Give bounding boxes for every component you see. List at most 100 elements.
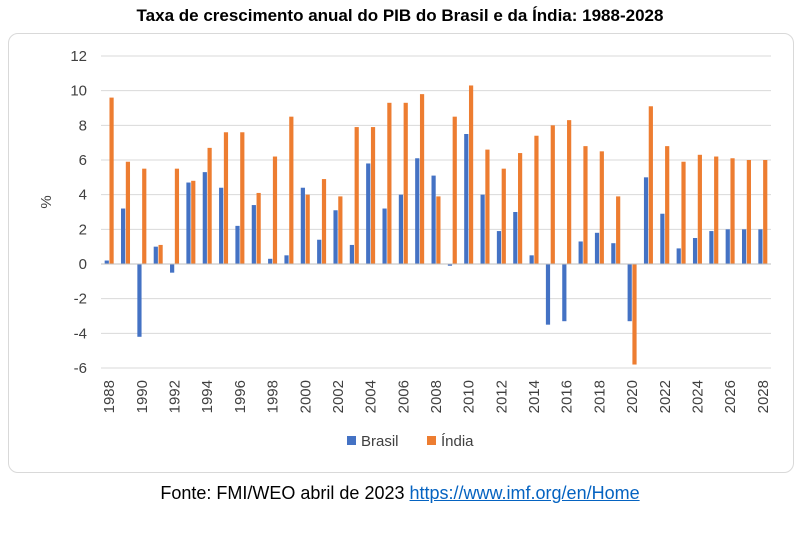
- x-tick-label: 1996: [232, 380, 249, 413]
- bar-brasil-1988: [104, 260, 109, 264]
- bar-brasil-1991: [153, 246, 158, 264]
- x-tick-label: 1994: [199, 380, 216, 413]
- y-axis-label: %: [38, 195, 55, 208]
- bar-índia-2003: [354, 127, 359, 264]
- bar-brasil-2005: [382, 208, 387, 264]
- bar-brasil-2001: [317, 239, 322, 264]
- bar-índia-2028: [763, 160, 768, 264]
- x-tick-label: 2026: [722, 380, 739, 413]
- bar-brasil-1994: [202, 172, 207, 264]
- x-tick-label: 2014: [526, 380, 543, 413]
- bar-índia-2012: [501, 168, 506, 264]
- bar-brasil-2022: [660, 213, 665, 264]
- bar-brasil-2012: [496, 231, 502, 264]
- bar-brasil-2006: [398, 194, 404, 264]
- source-link[interactable]: https://www.imf.org/en/Home: [409, 483, 640, 503]
- x-tick-label: 2006: [395, 380, 412, 413]
- bar-índia-2027: [746, 160, 751, 264]
- bar-brasil-2025: [709, 231, 714, 264]
- bar-índia-2009: [452, 116, 457, 265]
- bar-brasil-2009: [447, 264, 453, 266]
- bar-índia-1991: [158, 244, 163, 264]
- bar-índia-2019: [616, 196, 621, 264]
- bar-índia-2016: [567, 120, 572, 264]
- y-axis-ticks: 12 10 8 6 4 2 0 -2 -4 -6: [70, 48, 87, 377]
- source-note: Fonte: FMI/WEO abril de 2023 https://www…: [0, 483, 800, 504]
- bar-brasil-1992: [170, 264, 175, 273]
- x-tick-label: 1992: [167, 380, 184, 413]
- legend-swatch-índia: [427, 436, 436, 445]
- legend-swatch-brasil: [347, 436, 356, 445]
- x-tick-label: 2012: [493, 380, 510, 413]
- bar-chart: 12 10 8 6 4 2 0 -2 -4 -6 1988 1990 1992 1994 1996 1998…: [38, 48, 772, 450]
- bar-índia-2001: [321, 179, 327, 264]
- bar-brasil-2024: [692, 238, 698, 264]
- y-tick-label: -4: [74, 325, 87, 342]
- y-tick-label: -2: [74, 291, 87, 308]
- y-tick-label: -6: [74, 360, 87, 377]
- x-tick-label: 2024: [689, 380, 706, 413]
- y-tick-label: 6: [79, 152, 87, 169]
- chart-title: Taxa de crescimento anual do PIB do Bras…: [136, 6, 664, 25]
- bar-brasil-2016: [562, 264, 567, 322]
- bar-índia-2024: [697, 154, 702, 264]
- x-tick-label: 2028: [755, 380, 772, 413]
- bar-índia-1994: [207, 147, 212, 264]
- x-axis-ticks: 1988 1990 1992 1994 1996 1998 2000 2002 2004 2006…: [101, 380, 772, 413]
- legend-label-índia: Índia: [441, 433, 474, 450]
- bar-índia-2000: [305, 194, 310, 264]
- bars: [104, 85, 768, 365]
- bar-brasil-2023: [676, 248, 681, 264]
- bar-índia-2023: [681, 161, 686, 264]
- bar-brasil-2018: [594, 232, 600, 264]
- bar-brasil-1993: [186, 182, 191, 264]
- bar-índia-2010: [468, 85, 474, 264]
- legend-label-brasil: Brasil: [361, 433, 399, 450]
- x-tick-label: 2022: [657, 380, 674, 413]
- bar-índia-2015: [550, 125, 555, 264]
- bar-índia-1989: [125, 161, 131, 264]
- bar-índia-1999: [289, 116, 294, 265]
- bar-índia-2005: [387, 102, 392, 264]
- bar-brasil-2015: [545, 264, 551, 325]
- bar-brasil-2000: [300, 187, 305, 264]
- chart-area: 12 10 8 6 4 2 0 -2 -4 -6 1988 1990 1992 1994 1996 1998…: [8, 33, 794, 473]
- bar-índia-2020: [632, 264, 637, 365]
- x-tick-label: 2002: [330, 380, 347, 413]
- bar-brasil-2026: [725, 229, 730, 264]
- x-tick-label: 1998: [265, 380, 282, 413]
- bar-brasil-2028: [758, 229, 763, 264]
- y-tick-label: 8: [79, 117, 87, 134]
- bar-índia-2017: [583, 146, 588, 264]
- bar-brasil-2004: [366, 163, 371, 264]
- bar-índia-2011: [485, 149, 490, 264]
- bar-índia-2021: [648, 106, 653, 265]
- x-tick-label: 2000: [297, 380, 314, 413]
- bar-brasil-2010: [464, 134, 469, 264]
- bar-índia-1992: [174, 168, 180, 264]
- source-text: Fonte: FMI/WEO abril de 2023: [160, 483, 405, 503]
- bar-brasil-1990: [137, 264, 142, 337]
- y-tick-label: 0: [79, 256, 87, 273]
- bar-brasil-1997: [251, 205, 256, 264]
- bar-brasil-2021: [643, 177, 649, 264]
- bar-índia-2013: [518, 153, 523, 264]
- y-tick-label: 10: [70, 83, 87, 100]
- bar-brasil-2002: [333, 210, 338, 264]
- bar-índia-2006: [403, 102, 408, 264]
- x-tick-label: 1990: [134, 380, 151, 413]
- bar-índia-1998: [272, 156, 278, 264]
- bar-brasil-2014: [529, 255, 534, 264]
- x-tick-label: 2018: [591, 380, 608, 413]
- bar-brasil-2008: [431, 175, 436, 264]
- x-tick-label: 2004: [363, 380, 380, 413]
- bar-índia-2002: [338, 196, 343, 264]
- bar-brasil-2013: [513, 212, 518, 264]
- y-tick-label: 2: [79, 221, 87, 238]
- bar-índia-1988: [109, 97, 114, 264]
- bar-brasil-1996: [235, 225, 240, 264]
- bar-brasil-2019: [611, 243, 616, 264]
- bar-brasil-2020: [627, 264, 632, 322]
- x-tick-label: 1988: [101, 380, 118, 413]
- bar-brasil-1999: [284, 255, 289, 264]
